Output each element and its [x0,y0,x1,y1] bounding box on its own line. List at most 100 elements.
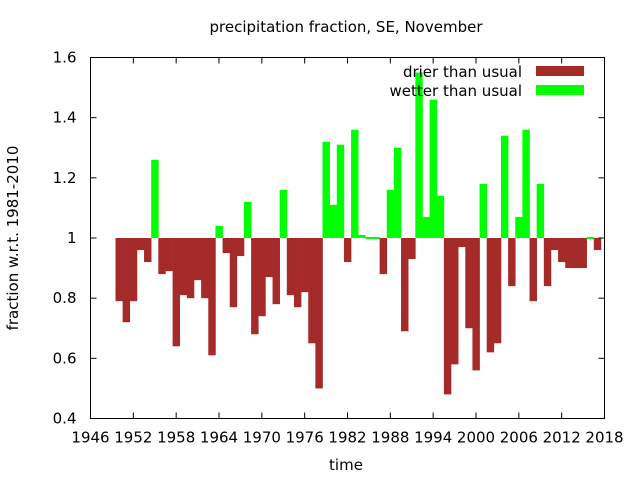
bar-1962 [201,238,209,299]
x-tick-label: 1988 [371,429,409,447]
bar-1976 [301,238,309,293]
bar-1989 [393,147,402,238]
bar-1995 [436,195,445,238]
y-tick-label: 0.6 [53,349,77,367]
bar-1953 [136,238,145,251]
bar-1992 [415,72,423,238]
x-axis-label: time [329,456,363,474]
y-axis-label: fraction w.r.t. 1981-2010 [4,146,22,331]
y-tick-label: 1 [67,229,77,247]
x-tick-label: 1964 [200,429,238,447]
legend-label-wetter: wetter than usual [390,82,522,100]
y-axis: 0.4 0.6 0.8 1 1.2 1.4 1.6 [53,49,605,428]
legend: drier than usual wetter than usual [390,63,584,100]
bar-1969 [251,238,259,335]
bar-2013 [565,238,573,269]
x-tick-label: 1976 [286,429,324,447]
bar-1966 [229,238,238,308]
bar-1987 [379,238,388,275]
y-tick-label: 0.4 [53,410,77,428]
legend-label-drier: drier than usual [403,63,522,81]
bar-1963 [208,238,216,356]
bar-2008 [529,238,537,302]
bar-2002 [486,238,495,353]
bar-2016 [586,237,595,239]
bar-1998 [458,238,466,248]
bar-1977 [308,238,316,344]
bar-2017 [593,238,602,251]
bar-2010 [543,238,552,287]
x-tick-label: 1970 [243,429,281,447]
bar-1952 [129,238,138,302]
bar-1983 [351,129,359,238]
bar-1980 [329,204,338,238]
bar-2014 [572,238,580,269]
bar-1965 [222,238,231,254]
bar-1981 [336,144,345,238]
bar-1990 [401,238,409,332]
bar-2015 [579,238,587,269]
bar-1956 [158,238,166,275]
y-tick-label: 1.2 [53,169,77,187]
bar-1960 [186,238,195,299]
bar-1972 [272,238,280,305]
bar-1959 [179,238,188,296]
bar-1951 [122,238,131,323]
x-axis: 1946 1952 1958 1964 1970 1976 1982 1988 1994 2000… [71,57,624,447]
bar-1982 [343,238,352,263]
bar-2012 [558,238,566,263]
bar-1986 [372,237,380,239]
x-tick-label: 2012 [543,429,581,447]
bar-2005 [508,238,516,287]
bar-1979 [322,141,330,238]
bar-1970 [258,238,266,317]
bar-2007 [522,129,530,238]
x-tick-label: 1946 [71,429,109,447]
bar-2006 [515,216,523,238]
bar-2003 [493,238,502,344]
bar-1996 [443,238,452,395]
bar-2000 [472,238,480,371]
chart-title: precipitation fraction, SE, November [210,18,484,36]
bar-1964 [215,225,223,238]
y-tick-label: 0.8 [53,289,77,307]
bar-1985 [365,237,373,239]
bar-1957 [165,238,173,272]
bar-1955 [151,159,159,238]
bar-1974 [286,238,295,296]
x-tick-label: 1994 [414,429,452,447]
x-tick-label: 2018 [585,429,623,447]
bar-2011 [550,238,559,251]
bar-1984 [358,234,366,238]
bar-1973 [279,189,288,238]
bar-2009 [536,183,545,238]
bar-1997 [451,238,459,365]
bar-2001 [479,183,488,238]
bar-1975 [293,238,302,308]
bar-1958 [172,238,181,347]
bar-1988 [386,189,395,238]
y-tick-label: 1.4 [53,109,77,127]
bar-1950 [115,238,123,302]
bar-1971 [265,238,273,278]
legend-swatch-drier [536,66,584,76]
bar-1999 [465,238,473,329]
x-tick-label: 1958 [157,429,195,447]
bar-1978 [315,238,323,389]
bar-1961 [194,238,202,281]
bar-1994 [429,99,438,239]
bar-1993 [422,216,430,238]
bar-1967 [236,238,245,257]
bar-1991 [408,238,416,260]
x-tick-label: 1982 [328,429,366,447]
x-tick-label: 2006 [500,429,538,447]
legend-swatch-wetter [536,85,584,95]
x-tick-label: 2000 [457,429,495,447]
bar-1968 [243,201,252,238]
y-tick-label: 1.6 [53,49,77,67]
bars-group [115,72,602,395]
bar-2004 [500,135,509,238]
bar-1954 [144,238,152,263]
x-tick-label: 1952 [114,429,152,447]
